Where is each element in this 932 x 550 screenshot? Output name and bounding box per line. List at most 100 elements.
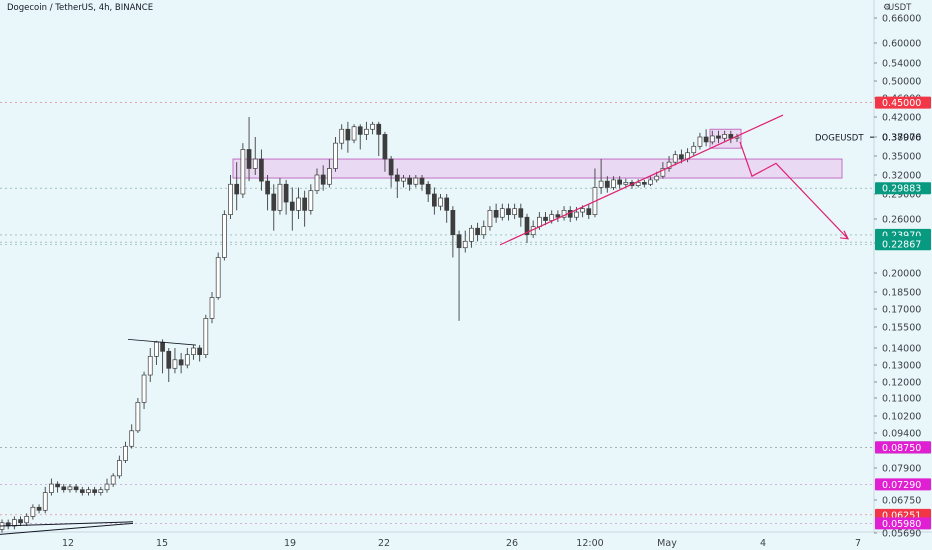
candle-body <box>61 486 67 491</box>
candle-body <box>543 216 548 221</box>
candle-body <box>419 177 425 185</box>
candle-body <box>604 180 610 188</box>
candle-body <box>481 226 487 236</box>
candle-body <box>98 489 104 493</box>
y-tick-label: 0.29000 <box>882 190 921 201</box>
y-tick-label: 0.13000 <box>882 361 921 372</box>
candle-body <box>345 128 351 141</box>
candle-body <box>598 180 604 188</box>
candle-body <box>450 210 456 236</box>
y-tick-label: 0.14000 <box>882 344 921 355</box>
candle-body <box>141 374 147 403</box>
y-tick-label: 0.60000 <box>882 39 921 50</box>
candle-body <box>110 475 116 485</box>
x-tick-label: 22 <box>378 538 390 549</box>
candle-body <box>469 227 474 242</box>
price-tag <box>875 517 931 530</box>
candle-body <box>222 214 227 258</box>
candle-body <box>394 174 400 182</box>
projected-path <box>739 141 849 240</box>
price-tag <box>875 441 931 454</box>
candle-body <box>654 175 660 181</box>
y-tick-label: 0.05690 <box>882 529 921 540</box>
candle-body <box>499 208 505 218</box>
price-tag-label: 0.05980 <box>882 519 921 530</box>
y-tick-label: 0.07900 <box>882 464 921 475</box>
candle-body <box>42 492 48 511</box>
x-tick-label: 12 <box>62 538 74 549</box>
y-tick-label: 0.09400 <box>882 429 921 440</box>
candle-body <box>166 350 172 369</box>
y-tick-label: 0.15500 <box>882 323 921 334</box>
candle-body <box>370 123 375 130</box>
flag-line <box>127 338 197 346</box>
candle-body <box>104 483 110 491</box>
y-tick-label: 0.20000 <box>882 269 921 280</box>
candle-body <box>55 483 60 488</box>
candle-body <box>49 483 54 493</box>
candle-body <box>432 193 437 207</box>
arrow-head <box>839 230 850 240</box>
candle-body <box>160 341 165 352</box>
top-zone <box>709 128 742 149</box>
y-tick-label: 0.42000 <box>882 113 921 124</box>
last-price-symbol: DOGEUSDT <box>815 134 864 144</box>
candle-body <box>73 486 79 491</box>
candle-body <box>679 154 684 160</box>
candle-body <box>518 208 524 218</box>
candle-body <box>246 149 252 169</box>
candle-body <box>716 135 721 139</box>
candle-body <box>215 257 221 298</box>
candle-body <box>407 177 412 185</box>
y-tick-label: 0.11000 <box>882 394 921 405</box>
candle-body <box>382 134 388 160</box>
x-tick-label: 12:00 <box>576 538 603 549</box>
y-tick-label: 0.26000 <box>882 215 921 226</box>
price-tag-label: 0.45000 <box>882 98 921 109</box>
candle-body <box>209 297 215 319</box>
price-tag <box>875 96 931 109</box>
candle-body <box>580 208 585 213</box>
settings-icon[interactable]: ⚙ <box>883 3 892 13</box>
candle-body <box>611 179 616 188</box>
candle-body <box>425 183 431 195</box>
candle-body <box>289 201 295 211</box>
chart-title: Dogecoin / TetherUS, 4h, BINANCE <box>7 3 154 13</box>
candle-body <box>456 234 462 249</box>
candle-body <box>172 359 178 369</box>
candle-body <box>147 355 153 376</box>
y-tick-label: 0.32000 <box>882 171 921 182</box>
candle-body <box>92 489 97 493</box>
y-tick-label: 0.12000 <box>882 378 921 389</box>
y-tick-label: 0.17000 <box>882 305 921 316</box>
candle-body <box>364 128 369 135</box>
price-tag-label: 0.07290 <box>882 480 921 491</box>
price-tag <box>875 478 931 491</box>
candle-body <box>357 126 363 135</box>
candle-body <box>506 208 511 215</box>
candle-body <box>327 168 332 185</box>
candle-body <box>642 182 647 185</box>
y-tick-label: 0.35000 <box>882 152 921 163</box>
candle-body <box>728 134 734 139</box>
x-tick-label: 4 <box>760 538 766 549</box>
ascending-trendline <box>499 114 784 246</box>
candle-body <box>635 182 641 186</box>
candle-body <box>271 193 277 211</box>
candle-body <box>555 214 561 218</box>
candle-body <box>314 174 320 192</box>
candle-body <box>462 240 468 249</box>
candle-body <box>617 179 622 185</box>
candle-body <box>475 227 480 236</box>
candle-body <box>413 177 419 185</box>
triangle-upper-line <box>0 521 134 527</box>
price-tag-label: 0.29883 <box>882 184 921 195</box>
candle-body <box>524 216 530 236</box>
price-tag <box>875 182 931 195</box>
x-tick-label: 15 <box>156 538 168 549</box>
candle-body <box>444 197 450 211</box>
candle-body <box>660 168 666 177</box>
candle-body <box>296 197 301 211</box>
